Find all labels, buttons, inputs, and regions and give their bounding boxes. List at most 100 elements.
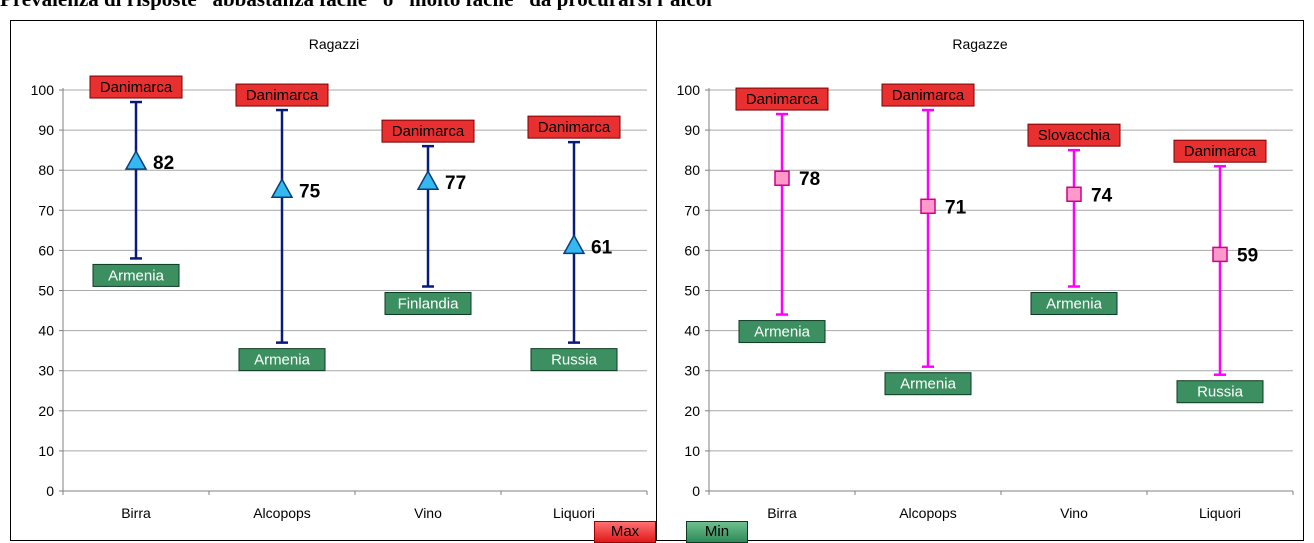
x-tick-label: Birra [121,505,151,521]
max-label-box [1027,123,1121,147]
data-label: 75 [299,181,321,202]
chart-title: Ragazzi [309,36,360,52]
data-label: 74 [1091,185,1113,206]
data-point [1212,246,1228,263]
y-tick-label: 0 [46,483,54,499]
min-label-box [1176,380,1264,404]
min-label: Armenia [238,348,326,372]
data-point [562,233,586,255]
x-tick-label: Vino [414,505,442,521]
y-tick-label: 20 [38,403,54,419]
chart-ragazze: 0 10 20 30 40 50 60 70 80 90 100 Birra Alcopops Vino L… [656,20,1304,541]
min-label-text: Armenia [108,267,165,284]
y-tick-label: 80 [684,162,700,178]
min-label: Armenia [1030,291,1118,315]
chart-ragazzi: 0 10 20 30 40 50 60 70 80 90 100 Birra Alcopops Vino L… [10,20,658,541]
min-label-box [384,291,472,315]
min-label-text: Armenia [754,324,811,341]
max-label-text: Slovacchia [1038,127,1111,144]
data-label: 78 [799,169,820,190]
max-label: Danimarca [381,119,475,143]
min-label-text: Russia [1197,384,1244,401]
max-label-text: Danimarca [100,79,173,96]
legend-min: Min [686,521,748,543]
y-tick-label: 100 [677,82,701,98]
min-label-text: Armenia [1046,295,1103,312]
max-label: Danimarca [1173,139,1267,163]
y-tick-label: 70 [684,202,700,218]
min-label: Russia [1176,380,1264,404]
max-label-box [1173,139,1267,163]
max-label-text: Danimarca [246,87,319,104]
min-label: Finlandia [384,291,472,315]
data-point [124,149,148,170]
max-label-box [735,87,829,111]
min-label-box [530,348,618,372]
x-tick-label: Birra [767,505,797,521]
y-tick-label: 80 [38,162,54,178]
max-label-text: Danimarca [1184,143,1257,160]
y-tick-label: 60 [38,242,54,258]
data-point [416,169,440,190]
max-label-box [381,119,475,143]
y-tick-label: 10 [38,443,54,459]
chart-ragazzi-svg: 0 10 20 30 40 50 60 70 80 90 100 Birra Alcopops Vino L… [10,20,658,541]
min-label-box [92,263,180,287]
y-tick-label: 40 [684,323,700,339]
chart-ragazze-svg: 0 10 20 30 40 50 60 70 80 90 100 Birra Alcopops Vino L… [656,20,1304,541]
max-label-text: Danimarca [392,123,465,140]
max-label: Danimarca [235,83,329,107]
y-tick-label: 100 [31,82,55,98]
y-tick-label: 50 [38,283,54,299]
data-point [920,198,936,215]
max-label: Danimarca [527,115,621,139]
min-label: Armenia [738,320,826,344]
min-label-text: Armenia [254,352,311,369]
min-label-text: Finlandia [398,295,460,312]
max-label-box [89,75,183,99]
x-tick-label: Vino [1060,505,1088,521]
data-point [774,170,790,186]
data-point [270,177,294,198]
y-tick-label: 0 [692,483,700,499]
y-tick-label: 30 [38,363,54,379]
y-tick-label: 30 [684,363,700,379]
legend-max: Max [594,521,656,543]
max-label: Danimarca [881,83,975,107]
y-tick-label: 20 [684,403,700,419]
max-label-text: Danimarca [892,87,965,104]
max-label-text: Danimarca [538,119,611,136]
max-label-box [235,83,329,107]
min-label-box [738,320,826,344]
data-label: 77 [445,173,466,194]
min-label-box [238,348,326,372]
y-tick-label: 90 [38,122,54,138]
min-label-text: Russia [551,352,598,369]
data-point [1066,186,1082,203]
data-label: 59 [1237,245,1258,266]
max-label-box [527,115,621,139]
max-label-text: Danimarca [746,91,819,108]
max-label: Danimarca [89,75,183,99]
min-label: Armenia [92,263,180,287]
y-tick-label: 50 [684,283,700,299]
x-tick-label: Alcopops [253,505,311,521]
y-tick-label: 60 [684,242,700,258]
data-label: 71 [945,197,967,218]
min-label-box [1030,291,1118,315]
min-label: Armenia [884,372,972,396]
min-label: Russia [530,348,618,372]
y-tick-label: 40 [38,323,54,339]
data-label: 61 [591,237,613,258]
y-tick-label: 10 [684,443,700,459]
min-label-box [884,372,972,396]
x-tick-label: Liquori [1199,505,1241,521]
data-label: 82 [153,153,174,174]
max-label: Danimarca [735,87,829,111]
max-label-box [881,83,975,107]
x-tick-label: Liquori [553,505,595,521]
page-heading: Prevalenza di risposte “abbastanza facil… [0,0,1314,10]
y-tick-label: 90 [684,122,700,138]
x-tick-label: Alcopops [899,505,957,521]
min-label-text: Armenia [900,376,957,393]
